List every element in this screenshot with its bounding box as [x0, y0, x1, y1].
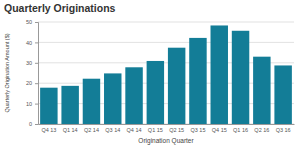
y-tick: 10 [26, 101, 38, 107]
x-tick-label: Q4 14 [127, 127, 142, 133]
bar [83, 79, 100, 124]
y-tick-label: 50 [26, 19, 32, 25]
bar [232, 31, 249, 124]
y-tick: 40 [26, 40, 38, 46]
bar [40, 88, 57, 124]
x-tick: Q3 15 [190, 124, 205, 133]
grid-line [38, 42, 294, 43]
x-tick-label: Q1 16 [233, 127, 248, 133]
bar [274, 65, 291, 124]
bar [253, 57, 270, 124]
x-axis: Q4 13 Q1 14 Q2 14 Q3 14 Q4 14 Q1 15 Q2 15 Q3 15… [39, 124, 295, 133]
x-tick: Q2 16 [254, 124, 269, 133]
x-tick: Q4 13 [41, 124, 56, 133]
x-tick-label: Q2 15 [169, 127, 184, 133]
y-tick: 30 [26, 60, 38, 66]
bar [147, 61, 164, 124]
bar [125, 67, 142, 124]
chart: Quarterly Originations 0 10 20 30 40 50 Q4 13 Q1… [0, 0, 300, 146]
y-tick: 20 [26, 80, 38, 86]
x-tick: Q1 15 [148, 124, 163, 133]
x-axis-title: Origination Quarter [138, 137, 194, 145]
y-tick-mark [35, 83, 38, 84]
plot: 0 10 20 30 40 50 Q4 13 Q1 14 Q2 14 Q3 14 Q4 14 Q1 1… [26, 19, 295, 133]
x-tick: Q1 14 [63, 124, 78, 133]
x-tick-label: Q1 15 [148, 127, 163, 133]
y-tick-mark [35, 22, 38, 23]
y-axis-title: Quarterly Origination Amount ($) [4, 33, 10, 112]
y-tick: 0 [29, 121, 38, 127]
y-tick-label: 40 [26, 40, 32, 46]
y-tick-label: 10 [26, 101, 32, 107]
y-tick-mark [35, 63, 38, 64]
x-tick-label: Q2 14 [84, 127, 99, 133]
x-tick: Q2 14 [84, 124, 99, 133]
y-axis-line [35, 23, 39, 125]
y-tick-label: 20 [26, 80, 32, 86]
bar [168, 48, 185, 124]
y-tick-mark [35, 104, 38, 105]
x-tick: Q4 14 [127, 124, 142, 133]
y-tick-label: 0 [29, 121, 32, 127]
grid [38, 22, 294, 124]
x-tick: Q3 14 [105, 124, 120, 133]
y-tick-mark [35, 42, 38, 43]
bar [61, 86, 78, 124]
title: Quarterly Originations [4, 2, 116, 14]
x-tick: Q1 16 [233, 124, 248, 133]
bar [211, 25, 228, 124]
y-tick: 50 [26, 19, 38, 25]
y-tick-label: 30 [26, 60, 32, 66]
grid-line [38, 22, 294, 23]
y-tick-mark [35, 124, 38, 125]
x-tick-label: Q4 15 [212, 127, 227, 133]
x-axis-line [39, 124, 295, 125]
y-axis: 0 10 20 30 40 50 [26, 19, 39, 127]
bar [104, 73, 121, 124]
x-tick: Q2 15 [169, 124, 184, 133]
x-tick-label: Q2 16 [254, 127, 269, 133]
bars [40, 25, 292, 124]
bar [189, 38, 206, 124]
x-tick: Q3 16 [276, 124, 291, 133]
x-tick-label: Q1 14 [63, 127, 78, 133]
x-tick-label: Q3 16 [276, 127, 291, 133]
x-tick-label: Q4 13 [41, 127, 56, 133]
x-tick-label: Q3 14 [105, 127, 120, 133]
x-tick-label: Q3 15 [190, 127, 205, 133]
x-tick: Q4 15 [212, 124, 227, 133]
